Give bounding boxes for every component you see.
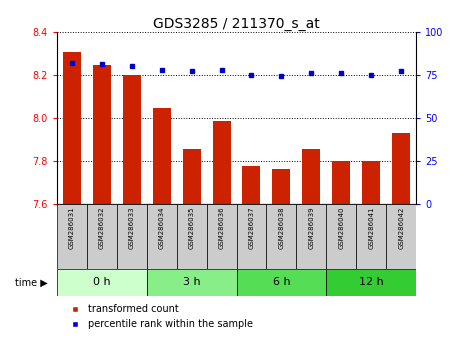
Bar	[117, 204, 147, 269]
Bar	[236, 269, 326, 296]
Title: GDS3285 / 211370_s_at: GDS3285 / 211370_s_at	[153, 17, 320, 31]
Text: GSM286032: GSM286032	[99, 207, 105, 249]
Text: time ▶: time ▶	[16, 277, 48, 287]
Text: GSM286039: GSM286039	[308, 207, 315, 250]
Bar	[356, 204, 386, 269]
Bar	[392, 133, 410, 204]
Bar	[63, 52, 81, 204]
Bar	[333, 161, 350, 204]
Bar	[87, 204, 117, 269]
Bar	[123, 75, 140, 204]
Bar	[57, 269, 147, 296]
Text: GSM286033: GSM286033	[129, 207, 135, 250]
Bar	[147, 269, 236, 296]
Text: 6 h: 6 h	[272, 277, 290, 287]
Bar	[207, 204, 236, 269]
Text: GSM286035: GSM286035	[189, 207, 194, 249]
Text: 3 h: 3 h	[183, 277, 201, 287]
Text: GSM286034: GSM286034	[158, 207, 165, 249]
Bar	[183, 149, 201, 204]
Bar	[57, 204, 87, 269]
Text: 12 h: 12 h	[359, 277, 384, 287]
Bar	[93, 65, 111, 204]
Bar	[297, 204, 326, 269]
Bar	[243, 166, 261, 204]
Text: 0 h: 0 h	[93, 277, 111, 287]
Bar	[386, 204, 416, 269]
Text: GSM286036: GSM286036	[219, 207, 225, 250]
Bar	[266, 204, 297, 269]
Legend: transformed count, percentile rank within the sample: transformed count, percentile rank withi…	[61, 301, 257, 333]
Bar	[147, 204, 176, 269]
Text: GSM286038: GSM286038	[279, 207, 284, 250]
Text: GSM286031: GSM286031	[69, 207, 75, 250]
Bar	[326, 269, 416, 296]
Bar	[236, 204, 266, 269]
Text: GSM286042: GSM286042	[398, 207, 404, 249]
Bar	[362, 161, 380, 204]
Bar	[272, 169, 290, 204]
Text: GSM286037: GSM286037	[248, 207, 254, 250]
Bar	[176, 204, 207, 269]
Bar	[153, 108, 171, 204]
Text: GSM286040: GSM286040	[338, 207, 344, 249]
Bar	[212, 121, 230, 204]
Bar	[302, 149, 320, 204]
Bar	[326, 204, 356, 269]
Text: GSM286041: GSM286041	[368, 207, 374, 249]
